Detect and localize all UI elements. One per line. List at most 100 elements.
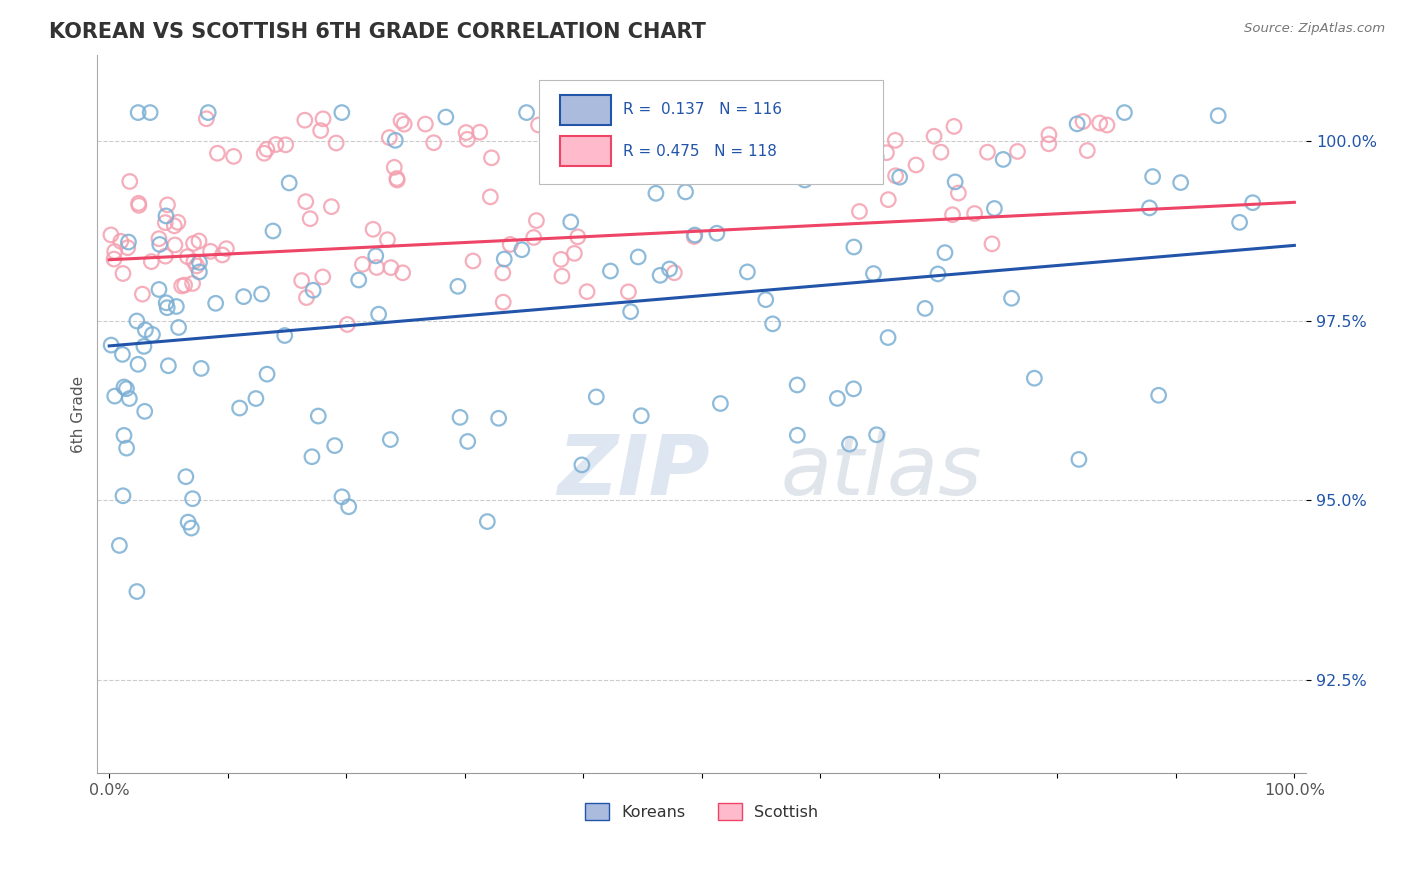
- Point: [914, 301, 936, 316]
- Point: [111, 347, 134, 361]
- Point: [148, 283, 170, 297]
- Text: R =  0.137   N = 116: R = 0.137 N = 116: [623, 103, 782, 117]
- FancyBboxPatch shape: [561, 136, 612, 167]
- Point: [167, 320, 190, 334]
- Point: [155, 216, 177, 230]
- Point: [1229, 215, 1251, 229]
- Point: [115, 382, 138, 396]
- Point: [149, 237, 172, 252]
- Point: [274, 137, 297, 152]
- Point: [367, 307, 389, 321]
- Point: [139, 105, 162, 120]
- Point: [299, 211, 322, 226]
- Point: [190, 361, 212, 376]
- Point: [309, 123, 332, 137]
- Point: [163, 219, 186, 233]
- Point: [291, 274, 314, 288]
- Point: [307, 409, 329, 423]
- Point: [884, 133, 907, 147]
- Point: [1142, 169, 1164, 184]
- Point: [865, 149, 887, 163]
- FancyBboxPatch shape: [561, 95, 612, 125]
- Point: [321, 200, 343, 214]
- Point: [634, 124, 657, 138]
- Point: [786, 378, 808, 392]
- Point: [155, 249, 177, 263]
- Point: [157, 359, 180, 373]
- Point: [125, 584, 148, 599]
- Point: [104, 389, 127, 403]
- Point: [228, 401, 250, 415]
- Point: [551, 269, 574, 284]
- Point: [571, 458, 593, 472]
- Point: [681, 114, 703, 128]
- Point: [499, 237, 522, 252]
- Point: [385, 173, 408, 187]
- Point: [125, 314, 148, 328]
- Text: Source: ZipAtlas.com: Source: ZipAtlas.com: [1244, 22, 1385, 36]
- Point: [294, 194, 316, 209]
- Point: [215, 242, 238, 256]
- Point: [564, 246, 586, 260]
- Point: [607, 125, 630, 139]
- Point: [110, 235, 132, 249]
- Point: [943, 120, 966, 134]
- Point: [877, 193, 900, 207]
- Point: [846, 117, 869, 131]
- Text: atlas: atlas: [780, 431, 981, 512]
- Point: [380, 260, 402, 275]
- Point: [976, 145, 998, 160]
- Point: [492, 295, 515, 310]
- Point: [118, 174, 141, 188]
- Point: [787, 129, 810, 144]
- Point: [1170, 176, 1192, 190]
- Point: [325, 136, 347, 150]
- Point: [385, 171, 408, 186]
- Point: [256, 142, 278, 156]
- Point: [567, 230, 589, 244]
- Point: [112, 428, 135, 442]
- Point: [527, 118, 550, 132]
- Point: [204, 296, 226, 310]
- Point: [905, 158, 928, 172]
- Point: [177, 515, 200, 529]
- Point: [981, 236, 1004, 251]
- Point: [188, 265, 211, 279]
- Point: [1095, 118, 1118, 132]
- Point: [141, 327, 163, 342]
- FancyBboxPatch shape: [538, 80, 883, 185]
- Point: [934, 245, 956, 260]
- Point: [207, 146, 229, 161]
- Point: [253, 146, 276, 161]
- Point: [156, 198, 179, 212]
- Point: [477, 515, 499, 529]
- Point: [197, 105, 219, 120]
- Point: [927, 267, 949, 281]
- Point: [706, 105, 728, 120]
- Point: [422, 136, 444, 150]
- Point: [494, 252, 516, 266]
- Point: [526, 213, 548, 227]
- Point: [380, 433, 402, 447]
- Point: [1007, 145, 1029, 159]
- Point: [134, 323, 156, 337]
- Point: [1114, 105, 1136, 120]
- Point: [100, 338, 122, 352]
- Point: [127, 105, 149, 120]
- Point: [222, 149, 245, 163]
- Point: [1024, 371, 1046, 385]
- Point: [278, 176, 301, 190]
- Point: [650, 120, 672, 135]
- Point: [323, 439, 346, 453]
- Point: [115, 441, 138, 455]
- Point: [929, 145, 952, 160]
- Point: [488, 411, 510, 425]
- Text: ZIP: ZIP: [557, 431, 710, 512]
- Point: [174, 469, 197, 483]
- Point: [793, 173, 815, 187]
- Point: [117, 241, 139, 255]
- Point: [392, 117, 415, 131]
- Point: [599, 264, 621, 278]
- Point: [838, 437, 860, 451]
- Point: [516, 105, 538, 120]
